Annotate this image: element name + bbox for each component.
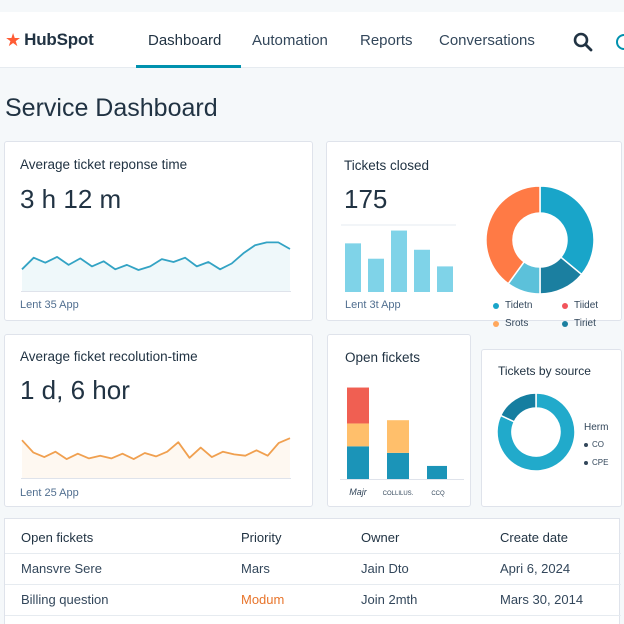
tab-reports[interactable]: Reports — [360, 32, 413, 49]
tickets-closed-bar-chart — [341, 224, 456, 292]
response-time-value: 3 h 12 m — [20, 184, 122, 214]
donut-slice — [539, 185, 595, 276]
card-footer: Lent 25 App — [20, 487, 79, 499]
tickets-by-source-card: Tickets by source Herm CO CPE — [481, 349, 622, 507]
divider — [5, 584, 621, 585]
series-line — [21, 241, 291, 271]
top-navigation-bar: ★ HubSpot Dashboard Automation Reports C… — [0, 12, 624, 68]
card-title: Open fickets — [345, 350, 421, 365]
hubspot-logo[interactable]: ★ HubSpot — [5, 30, 94, 50]
legend-item: CPE — [584, 458, 608, 467]
tickets-closed-card: Tickets closed 175 Lent 3t App Tidetn Ti… — [326, 141, 622, 329]
bar — [368, 258, 384, 292]
sprocket-star-icon: ★ — [5, 30, 22, 50]
stacked-bar-segment — [347, 446, 369, 479]
stacked-bar-segment — [387, 452, 409, 479]
account-menu-icon[interactable] — [612, 32, 624, 52]
card-title: Tickets by source — [498, 364, 591, 378]
ticket-owner: Join 2mth — [361, 592, 418, 607]
bar — [391, 230, 407, 292]
card-footer: Lent 3t App — [345, 299, 401, 311]
line-area — [22, 438, 290, 479]
open-tickets-card: Open fickets Majr COLLILUS. CCQ — [327, 334, 471, 507]
stacked-bar-segment — [427, 465, 447, 479]
legend-dot — [493, 302, 499, 309]
legend-dot — [584, 460, 588, 465]
legend-item: Herm — [584, 422, 609, 433]
stacked-bar-segment — [347, 423, 369, 447]
open-tickets-table: Open fickets Priority Owner Create date … — [4, 518, 621, 624]
ticket-name[interactable]: Mansvre Sere — [21, 561, 102, 576]
open-tickets-stacked-bar-chart: Majr COLLILUS. CCQ — [340, 387, 464, 497]
tickets-by-source-donut-chart — [496, 392, 576, 472]
search-icon[interactable] — [572, 31, 594, 53]
column-header-create-date[interactable]: Create date — [500, 530, 568, 545]
tab-dashboard[interactable]: Dashboard — [148, 32, 222, 49]
response-time-card: Average ticket reponse time 3 h 12 m Len… — [4, 141, 313, 321]
response-time-line-chart — [21, 241, 291, 292]
legend-item: Tidetn — [493, 300, 532, 311]
x-tick-label: Majr — [349, 487, 368, 497]
bar — [437, 266, 453, 292]
card-title: Average ficket recolution-time — [20, 349, 198, 364]
tab-automation[interactable]: Automation — [252, 32, 328, 49]
legend-dot — [562, 320, 568, 327]
legend-dot — [562, 302, 568, 309]
bar — [414, 249, 430, 292]
divider — [5, 615, 621, 616]
tickets-closed-value: 175 — [344, 184, 388, 214]
ticket-create-date: Mars 30, 2014 — [500, 592, 584, 607]
x-tick-label: COLLILUS. — [383, 491, 414, 497]
column-header-priority[interactable]: Priority — [241, 530, 282, 545]
ticket-priority: Mars — [241, 561, 270, 576]
card-title: Tickets closed — [344, 158, 430, 173]
legend-item: Srots — [493, 318, 528, 329]
resolution-time-value: 1 d, 6 hor — [20, 375, 130, 405]
column-header-owner[interactable]: Owner — [361, 530, 400, 545]
tab-conversations[interactable]: Conversations — [439, 32, 535, 49]
resolution-time-line-chart — [21, 437, 291, 479]
page-title: Service Dashboard — [5, 94, 218, 122]
legend-item: CO — [584, 440, 604, 449]
legend-item: Tiriet — [562, 318, 596, 329]
logo-text: HubSpot — [24, 30, 94, 49]
legend-item: Tiidet — [562, 300, 598, 311]
legend-dot — [584, 442, 588, 447]
ticket-create-date: Apri 6, 2024 — [500, 561, 571, 576]
tickets-closed-donut-chart — [485, 185, 595, 295]
series-line — [21, 437, 291, 460]
divider — [5, 553, 621, 554]
bar — [345, 243, 361, 292]
card-footer: Lent 35 App — [20, 299, 79, 311]
line-area — [22, 242, 290, 292]
stacked-bar-segment — [387, 420, 409, 453]
card-title: Average ticket reponse time — [20, 157, 188, 172]
column-header-ticket[interactable]: Open fickets — [21, 530, 94, 545]
donut-slice — [499, 392, 537, 423]
donut-slice — [496, 392, 576, 472]
stacked-bar-segment — [347, 387, 369, 424]
resolution-time-card: Average ficket recolution-time 1 d, 6 ho… — [4, 334, 313, 507]
x-tick-label: CCQ — [431, 491, 445, 497]
ticket-owner: Jain Dto — [361, 561, 409, 576]
ticket-name[interactable]: Billing question — [21, 592, 109, 607]
donut-slice — [485, 185, 541, 285]
ticket-priority: Modum — [241, 592, 285, 607]
active-tab-indicator — [136, 65, 241, 68]
legend-dot — [493, 320, 499, 327]
